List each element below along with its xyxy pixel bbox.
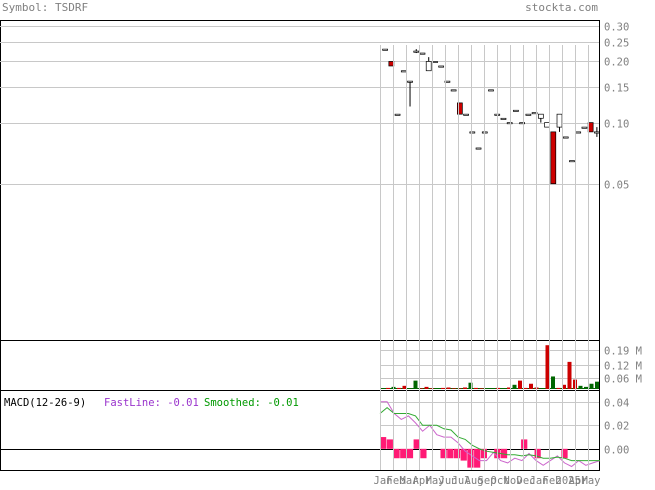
candle-body (451, 90, 456, 91)
symbol-label: Symbol: TSDRF (2, 1, 88, 14)
volume-bar (386, 388, 390, 389)
volume-tick-label: 0.12 M (604, 361, 642, 373)
price-tick-label: 0.10 (604, 119, 629, 131)
volume-bar (579, 386, 583, 389)
volume-bar (425, 387, 429, 389)
volume-bar (518, 381, 522, 389)
candle-body (489, 90, 494, 91)
candle-body (545, 123, 550, 128)
volume-bar (397, 388, 401, 389)
volume-tick-label: 0.06 M (604, 374, 642, 386)
macd-histogram-bar (420, 449, 426, 458)
price-tick-label: 0.05 (604, 180, 629, 192)
price-tick-label: 0.25 (604, 38, 629, 50)
candle-body (383, 49, 388, 50)
macd-histogram-bar (447, 449, 453, 458)
candle-body (557, 114, 562, 127)
candle-body (439, 66, 444, 67)
volume-bar (403, 386, 407, 389)
candle-body (582, 127, 587, 128)
volume-bar (414, 381, 418, 389)
candle-body (576, 132, 581, 133)
candle-body (513, 110, 518, 111)
volume-tick-label: 0.19 M (604, 346, 642, 358)
volume-bar (568, 362, 572, 389)
volume-panel: 0.19 M 0.12 M0.06 M (1, 341, 642, 391)
volume-bar (463, 388, 467, 390)
price-tick-label: 0.15 (604, 83, 629, 95)
volume-bar (557, 388, 561, 389)
candle-body (526, 114, 531, 115)
candle-body (507, 123, 512, 124)
volume-bar (524, 388, 528, 389)
macd-histogram-bar (393, 449, 399, 458)
volume-bar (595, 382, 599, 389)
volume-bar (546, 345, 550, 389)
volume-bar (474, 388, 478, 389)
candle-body (401, 71, 406, 72)
macd-histogram-bar (414, 439, 420, 448)
macd-title: MACD(12-26-9) (4, 397, 86, 409)
macd-histogram-bar (521, 439, 527, 448)
volume-bar (441, 388, 445, 389)
price-panel: 0.30 0.25 0.20 0.15 0.10 0.05 (0, 21, 629, 341)
fastline-label: FastLine: -0.01 (104, 397, 199, 409)
macd-tick-label: 0.04 (604, 398, 629, 410)
volume-bar (447, 388, 451, 390)
macd-panel: MACD(12-26-9) FastLine: -0.01 Smoothed: … (0, 391, 629, 471)
candle-body (464, 114, 469, 115)
macd-histogram-bar (407, 449, 413, 458)
candle-body (414, 51, 419, 52)
price-tick-label: 0.30 (604, 22, 629, 34)
x-axis: JanFebMarAprMayJunJulAugSepOctNovDecJanF… (374, 45, 601, 486)
smoothed-label: Smoothed: -0.01 (204, 397, 299, 409)
macd-histogram-bar (461, 449, 467, 461)
volume-bar (513, 385, 517, 389)
candle-body (408, 81, 413, 82)
site-label: stockta.com (525, 1, 598, 14)
macd-tick-label: 0.02 (604, 421, 629, 433)
candle-body (594, 132, 599, 133)
macd-histogram-bar (387, 439, 393, 448)
macd-histogram-bar (400, 449, 406, 458)
volume-bar (551, 376, 555, 389)
macd-histogram-bar (454, 449, 460, 458)
volume-bar (452, 388, 456, 389)
volume-bar (590, 384, 594, 389)
candle-body (538, 114, 543, 118)
candle-body (470, 132, 475, 133)
macd-histogram-bar (467, 449, 473, 468)
candle-body (551, 132, 556, 184)
candle-body (476, 148, 481, 149)
candle-body (563, 137, 568, 138)
volume-bar (480, 388, 484, 389)
candle-body (426, 61, 431, 70)
candle-body (432, 61, 437, 62)
macd-tick-label: 0.00 (604, 445, 629, 457)
candle-body (395, 114, 400, 115)
volume-bar (529, 384, 533, 389)
candle-body (569, 161, 574, 162)
price-tick-label: 0.20 (604, 57, 629, 69)
price-frame (1, 21, 600, 341)
candle-body (501, 118, 506, 119)
volume-bar (584, 387, 588, 389)
candle-body (420, 53, 425, 54)
x-tick-label: May (582, 475, 601, 486)
